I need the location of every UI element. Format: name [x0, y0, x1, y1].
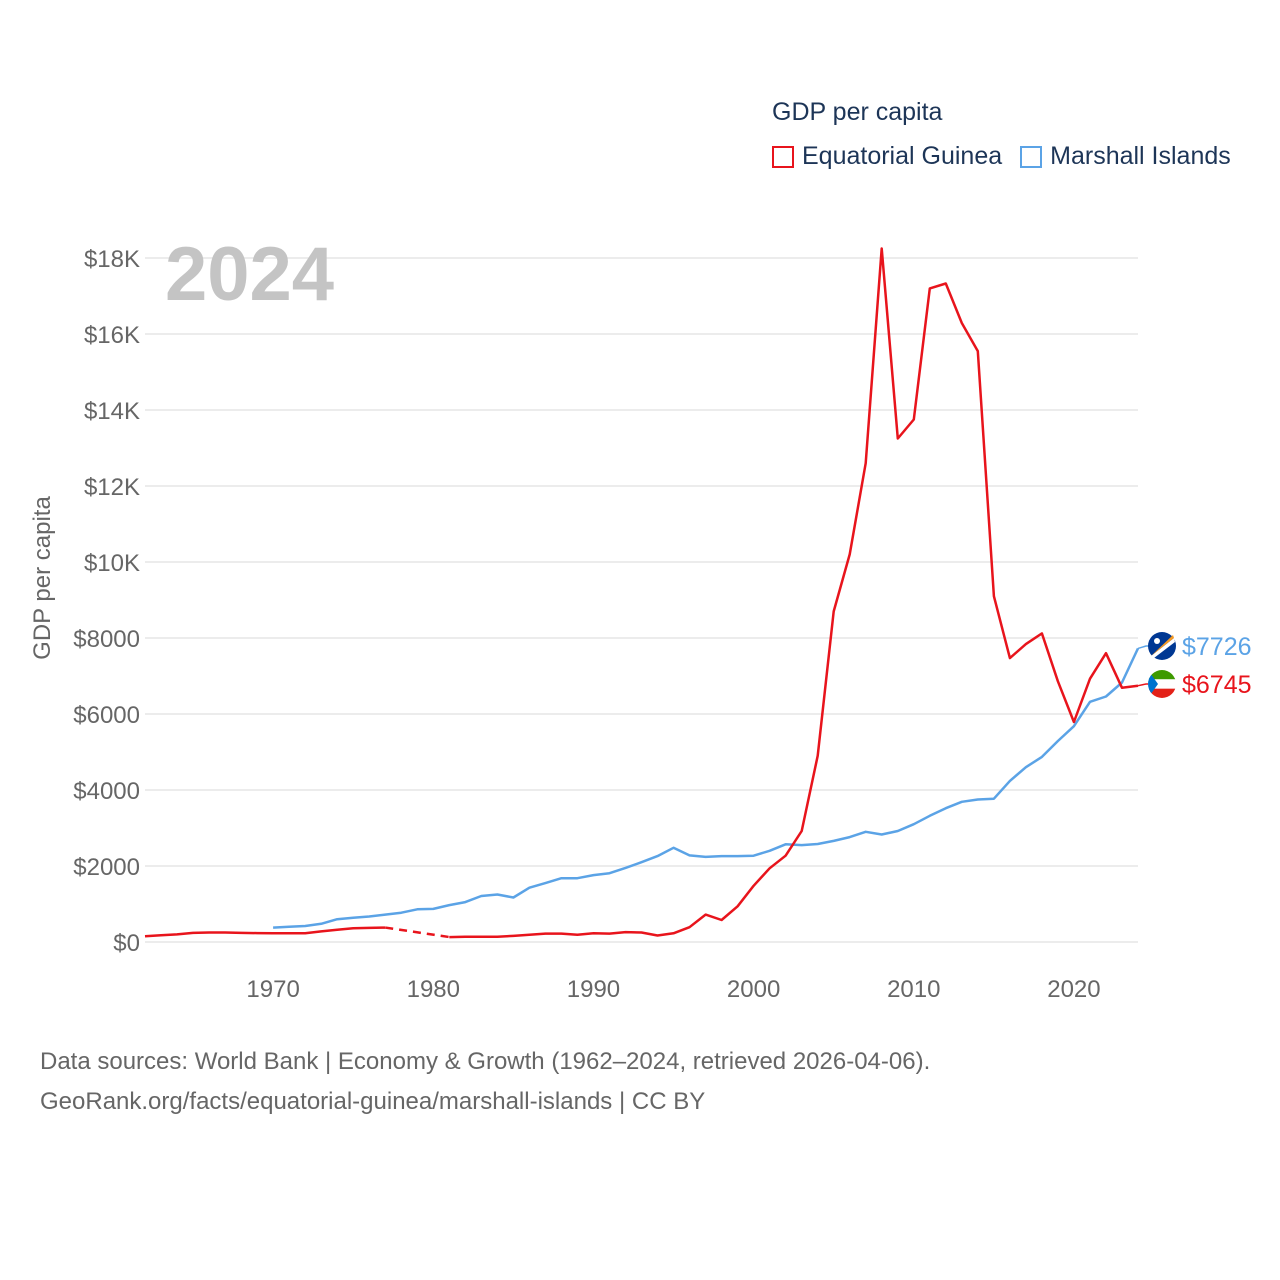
y-tick-label: $0 — [113, 930, 140, 957]
end-labels: $7726 $6745 — [1137, 632, 1252, 699]
legend-label-marshall-islands: Marshall Islands — [1050, 142, 1231, 170]
legend-swatch-marshall-islands — [1020, 145, 1043, 168]
y-tick-label: $2000 — [73, 854, 140, 881]
series-gap-equatorial-guinea — [385, 926, 450, 939]
legend-label-equatorial-guinea: Equatorial Guinea — [802, 142, 1003, 170]
end-value-marshall-islands: $7726 — [1182, 633, 1252, 661]
marshall-islands-flag-icon — [1148, 632, 1176, 660]
x-tick-label: 2020 — [1047, 976, 1100, 1003]
x-axis-ticks: 1970 1980 1990 2000 2010 2020 — [246, 976, 1100, 1003]
y-tick-label: $14K — [84, 398, 140, 425]
y-tick-label: $12K — [84, 474, 140, 501]
footer-link[interactable]: GeoRank.org/facts/equatorial-guinea/mars… — [40, 1088, 706, 1115]
legend: Equatorial Guinea Marshall Islands — [772, 142, 1249, 171]
y-tick-label: $10K — [84, 550, 140, 577]
y-tick-label: $6000 — [73, 702, 140, 729]
footer: Data sources: World Bank | Economy & Gro… — [40, 1042, 930, 1122]
series-line-equatorial-guinea[interactable] — [144, 926, 386, 938]
y-tick-label: $16K — [84, 322, 140, 349]
y-tick-label: $8000 — [73, 626, 140, 653]
legend-title: GDP per capita — [772, 98, 943, 126]
x-tick-label: 2010 — [887, 976, 940, 1003]
legend-swatch-equatorial-guinea — [772, 145, 794, 168]
end-value-equatorial-guinea: $6745 — [1182, 671, 1252, 699]
series-line-equatorial-guinea[interactable] — [449, 247, 1139, 939]
x-tick-label: 1970 — [246, 976, 299, 1003]
y-tick-label: $4000 — [73, 778, 140, 805]
equatorial-guinea-flag-icon — [1148, 670, 1176, 698]
series-line-marshall-islands[interactable] — [273, 647, 1140, 929]
grid-lines — [145, 257, 1138, 943]
x-tick-label: 2000 — [727, 976, 780, 1003]
year-label: 2024 — [165, 232, 334, 317]
y-axis-ticks: $0 $2000 $4000 $6000 $8000 $10K $12K $14K $16K $1… — [73, 246, 140, 957]
y-axis-label: GDP per capita — [29, 496, 56, 660]
legend-item-marshall-islands[interactable]: Marshall Islands — [1020, 142, 1231, 171]
y-tick-label: $18K — [84, 246, 140, 273]
x-tick-label: 1980 — [407, 976, 460, 1003]
series-lines — [144, 247, 1140, 939]
x-tick-label: 1990 — [567, 976, 620, 1003]
footer-sources: Data sources: World Bank | Economy & Gro… — [40, 1048, 931, 1075]
legend-item-equatorial-guinea[interactable]: Equatorial Guinea — [772, 142, 1002, 171]
